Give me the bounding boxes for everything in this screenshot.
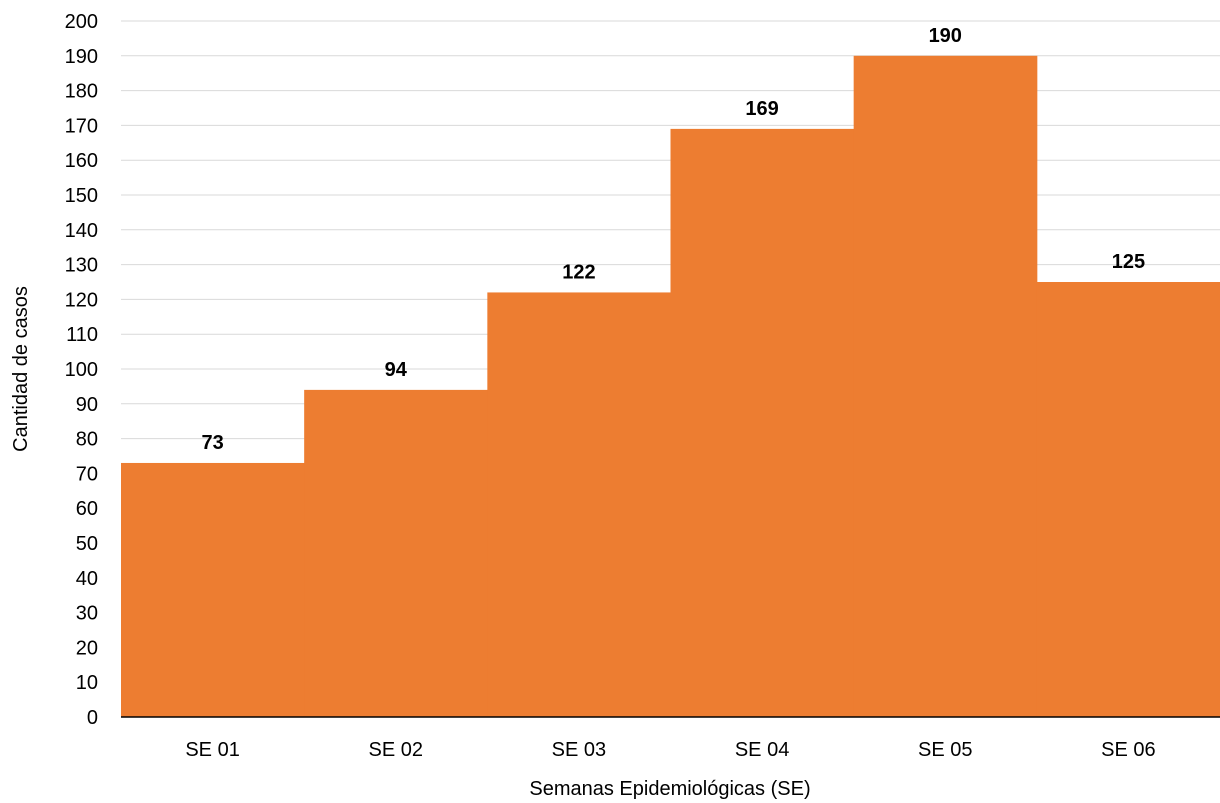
x-tick-label: SE 04 (735, 739, 789, 761)
x-tick-label: SE 06 (1101, 739, 1155, 761)
bar (304, 389, 488, 717)
y-tick-label: 80 (76, 429, 98, 451)
bar (670, 128, 855, 717)
x-axis-title: Semanas Epidemiológicas (SE) (529, 778, 810, 800)
data-labels: 73 94 122 169 190 125 (201, 25, 1145, 454)
data-label: 169 (745, 98, 778, 120)
y-tick-label: 110 (66, 324, 98, 346)
bar (1036, 282, 1220, 717)
x-tick-label: SE 01 (185, 739, 239, 761)
y-tick-label: 0 (87, 707, 98, 729)
y-tick-label: 40 (76, 568, 98, 590)
x-tick-label: SE 03 (552, 739, 606, 761)
y-tick-label: 30 (76, 603, 98, 625)
y-tick-label: 160 (65, 150, 98, 172)
y-tick-label: 10 (76, 672, 98, 694)
bar (853, 55, 1038, 718)
data-label: 94 (385, 359, 408, 381)
y-tick-label: 200 (65, 11, 98, 33)
y-tick-label: 60 (76, 498, 98, 520)
y-tick-label: 90 (76, 394, 98, 416)
data-label: 190 (929, 25, 962, 47)
data-label: 122 (562, 261, 595, 283)
bars (121, 55, 1220, 718)
y-tick-label: 120 (65, 289, 98, 311)
data-label: 125 (1112, 251, 1145, 273)
bar (121, 462, 305, 717)
y-tick-label: 50 (76, 533, 98, 555)
y-tick-label: 70 (76, 463, 98, 485)
x-tick-label: SE 05 (918, 739, 972, 761)
y-tick-label: 100 (65, 359, 98, 381)
y-tick-label: 140 (65, 220, 98, 242)
y-tick-label: 130 (65, 255, 98, 277)
bar (487, 292, 671, 717)
y-tick-label: 190 (65, 46, 98, 68)
x-tick-label: SE 02 (369, 739, 423, 761)
y-tick-label: 170 (65, 115, 98, 137)
x-tick-labels: SE 01 SE 02 SE 03 SE 04 SE 05 SE 06 (185, 739, 1155, 761)
y-tick-label: 150 (65, 185, 98, 207)
y-tick-label: 180 (65, 81, 98, 103)
data-label: 73 (201, 432, 223, 454)
y-axis-title: Cantidad de casos (10, 286, 32, 452)
y-tick-label: 20 (76, 637, 98, 659)
y-tick-labels: 0 10 20 30 40 50 60 70 80 90 100 110 120 130 140 150 160… (65, 11, 98, 729)
